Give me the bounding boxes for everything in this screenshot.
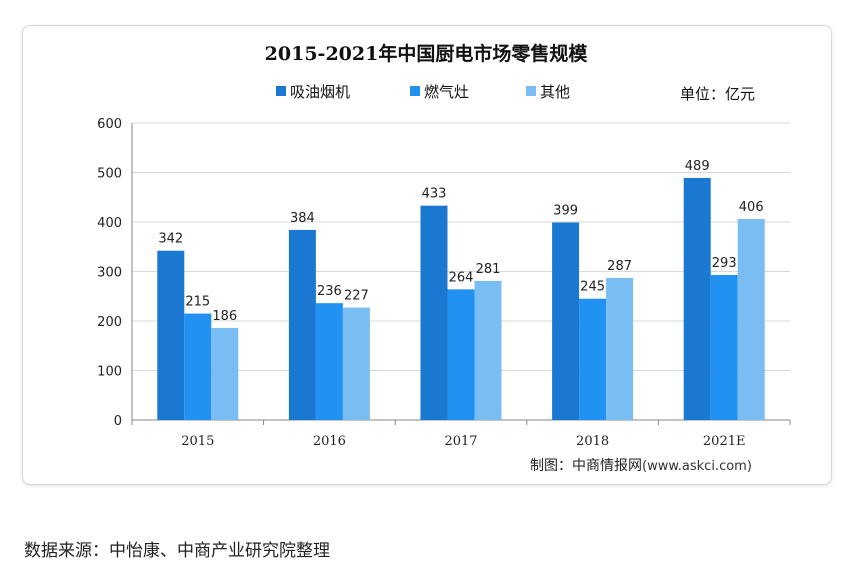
legend-swatch [276,86,286,96]
bar [447,289,475,420]
unit-label: 单位：亿元 [680,85,755,103]
data-label: 186 [212,309,237,324]
data-label: 342 [158,232,183,247]
bar [683,177,711,420]
y-tick-label: 100 [97,365,122,380]
bar [710,274,738,420]
data-label: 406 [739,200,764,215]
legend: 吸油烟机 燃气灶 其他 [276,83,570,101]
data-label: 264 [449,270,474,285]
data-label: 384 [290,211,315,226]
data-label: 293 [712,256,737,271]
bar [157,250,185,420]
bar [606,277,634,420]
bar [342,307,370,420]
x-tick-label: 2017 [444,434,477,449]
y-tick-label: 0 [114,414,122,429]
bar [315,303,343,420]
bar [211,327,239,420]
bar [288,229,316,420]
data-label: 433 [422,187,447,202]
data-label: 236 [317,284,342,299]
chart-title: 2015-2021年中国厨电市场零售规模 [265,42,589,65]
bar [579,298,607,420]
legend-label: 其他 [540,83,570,101]
y-tick-label: 500 [97,167,122,182]
x-tick-label: 2016 [313,434,346,449]
chart-card [22,25,832,485]
data-label: 245 [580,280,605,295]
bar [552,222,580,420]
bar [737,219,765,420]
data-label: 399 [553,203,578,218]
data-label: 489 [685,159,710,174]
data-label: 287 [607,259,632,274]
x-tick-label: 2021E [703,434,746,449]
y-tick-label: 300 [97,266,122,281]
data-label: 227 [344,289,369,304]
bar-chart: 2015-2021年中国厨电市场零售规模 单位：亿元 吸油烟机 燃气灶 其他 0 10… [97,42,791,474]
data-label: 281 [476,262,501,277]
legend-swatch [410,86,420,96]
data-label: 215 [185,295,210,310]
y-tick-label: 200 [97,315,122,330]
legend-swatch [526,86,536,96]
bar [420,205,448,420]
y-tick-label: 400 [97,216,122,231]
x-tick-label: 2015 [181,434,214,449]
bar [184,313,212,420]
gridlines: 0 100 200 300 400 500 600 2015 2016 2017 2018 2021E [97,117,791,449]
chart-credit: 制图：中商情报网(www.askci.com) [530,458,752,474]
data-source-note: 数据来源：中怡康、中商产业研究院整理 [24,541,330,561]
legend-label: 燃气灶 [424,83,469,101]
bar [474,280,502,420]
legend-label: 吸油烟机 [290,83,350,101]
y-tick-label: 600 [97,117,122,132]
x-tick-label: 2018 [576,434,609,449]
